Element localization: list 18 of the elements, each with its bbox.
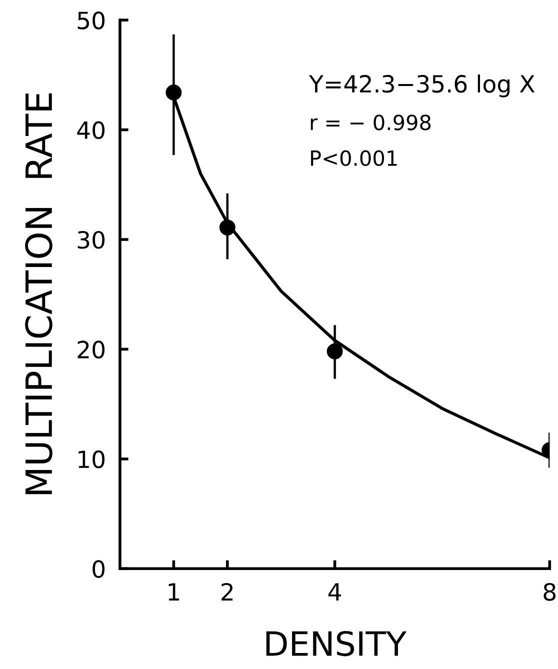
annotation: r = − 0.998: [310, 114, 431, 130]
point: [166, 84, 182, 100]
y-tick-label: 30: [78, 230, 105, 249]
x-tick-label: 4: [328, 583, 341, 600]
y-tick-label: 10: [78, 450, 105, 468]
x-tick-label: 2: [222, 582, 233, 600]
annotation: P<0.001: [311, 150, 397, 166]
y-tick-label: 20: [78, 340, 105, 359]
y-tick-label: 50: [78, 12, 105, 30]
point: [326, 343, 343, 360]
x-tick-label: 8: [544, 582, 556, 601]
x-axis-title: DENSITY: [266, 630, 407, 656]
y-tick-label: 0: [92, 560, 105, 578]
x-tick-label: 1: [168, 583, 180, 600]
y-tick-label: 40: [77, 121, 105, 140]
annotation: Y=42.3−35.6 log X: [308, 74, 535, 98]
point: [219, 219, 236, 236]
y-axis-title: MULTIPLICATION RATE: [25, 93, 52, 494]
